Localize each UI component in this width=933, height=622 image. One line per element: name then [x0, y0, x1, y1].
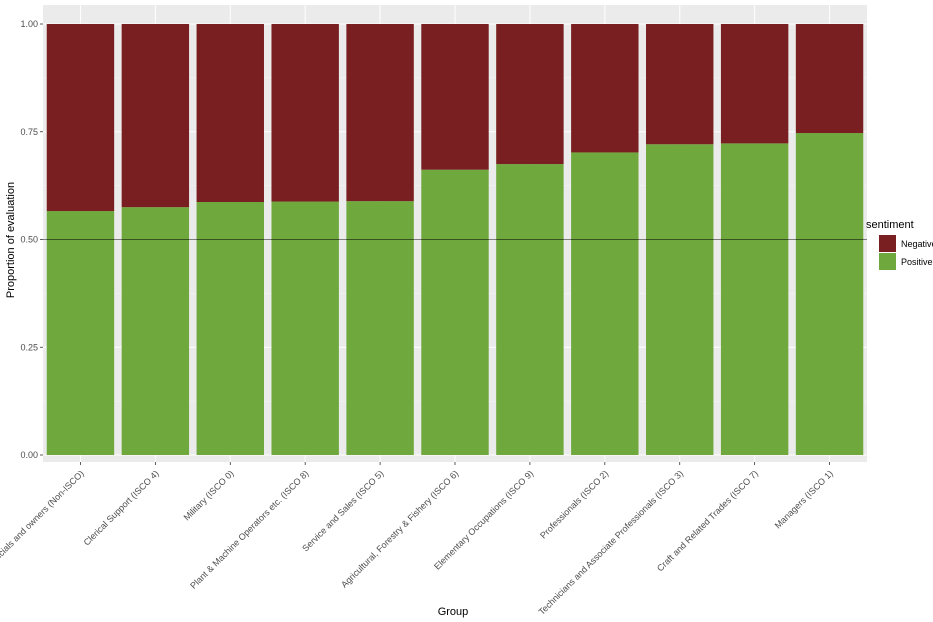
bar-negative-3 — [271, 24, 339, 202]
bar-positive-9 — [720, 143, 789, 455]
bar-positive-8 — [646, 144, 714, 455]
bar-negative-10 — [795, 24, 864, 134]
bar-positive-5 — [421, 169, 489, 456]
bar-negative-2 — [196, 24, 264, 203]
y-tick-label: 1.00 — [20, 19, 38, 29]
bar-positive-3 — [271, 201, 339, 455]
bar-negative-0 — [46, 24, 115, 212]
x-tick-label: Technicians and Associate Professionals … — [537, 468, 686, 617]
x-tick-label: Professionals (ISCO 2) — [538, 468, 610, 540]
bar-negative-5 — [421, 24, 489, 170]
legend-swatch-negative — [879, 235, 896, 252]
bar-negative-8 — [646, 24, 714, 145]
legend-swatch-positive — [879, 253, 896, 270]
x-tick-label: Clerical Support (ISCO 4) — [82, 468, 161, 547]
x-tick-label: Service and Sales (ISCO 5) — [300, 468, 385, 553]
y-tick-label: 0.50 — [20, 235, 38, 245]
bar-positive-10 — [795, 133, 864, 455]
x-axis: ...c officials and owners (Non-ISCO)Cler… — [0, 462, 835, 617]
bar-negative-9 — [720, 24, 789, 144]
bar-positive-2 — [196, 202, 264, 455]
x-tick-label: Plant & Machine Operators etc. (ISCO 8) — [188, 468, 310, 590]
bar-positive-7 — [571, 152, 639, 456]
y-axis: 0.00 0.25 0.50 0.75 1.00 — [20, 19, 43, 460]
bar-positive-0 — [46, 211, 115, 455]
bar-negative-7 — [571, 24, 639, 153]
legend-label-negative: Negative — [901, 239, 933, 249]
x-tick-label: Managers (ISCO 1) — [773, 468, 835, 530]
legend-title: sentiment — [866, 219, 914, 231]
x-tick-label: Military (ISCO 0) — [182, 468, 236, 522]
y-tick-label: 0.75 — [20, 127, 38, 137]
bar-negative-1 — [121, 24, 190, 208]
bar-positive-6 — [496, 164, 564, 455]
bar-negative-4 — [346, 24, 414, 202]
legend-label-positive: Positive — [901, 257, 933, 267]
y-tick-label: 0.00 — [20, 450, 38, 460]
x-tick-label: ...c officials and owners (Non-ISCO) — [0, 468, 86, 576]
x-tick-label: Agricultural, Forestry & Fishery (ISCO 6… — [339, 468, 460, 589]
x-axis-title: Group — [438, 606, 469, 618]
bar-negative-6 — [496, 24, 564, 165]
bar-positive-1 — [121, 207, 190, 455]
bars-layer — [46, 24, 864, 456]
y-tick-label: 0.25 — [20, 342, 38, 352]
bar-positive-4 — [346, 201, 414, 455]
y-axis-title: Proportion of evaluation — [5, 182, 17, 298]
legend: sentiment Negative Positive — [866, 219, 933, 270]
